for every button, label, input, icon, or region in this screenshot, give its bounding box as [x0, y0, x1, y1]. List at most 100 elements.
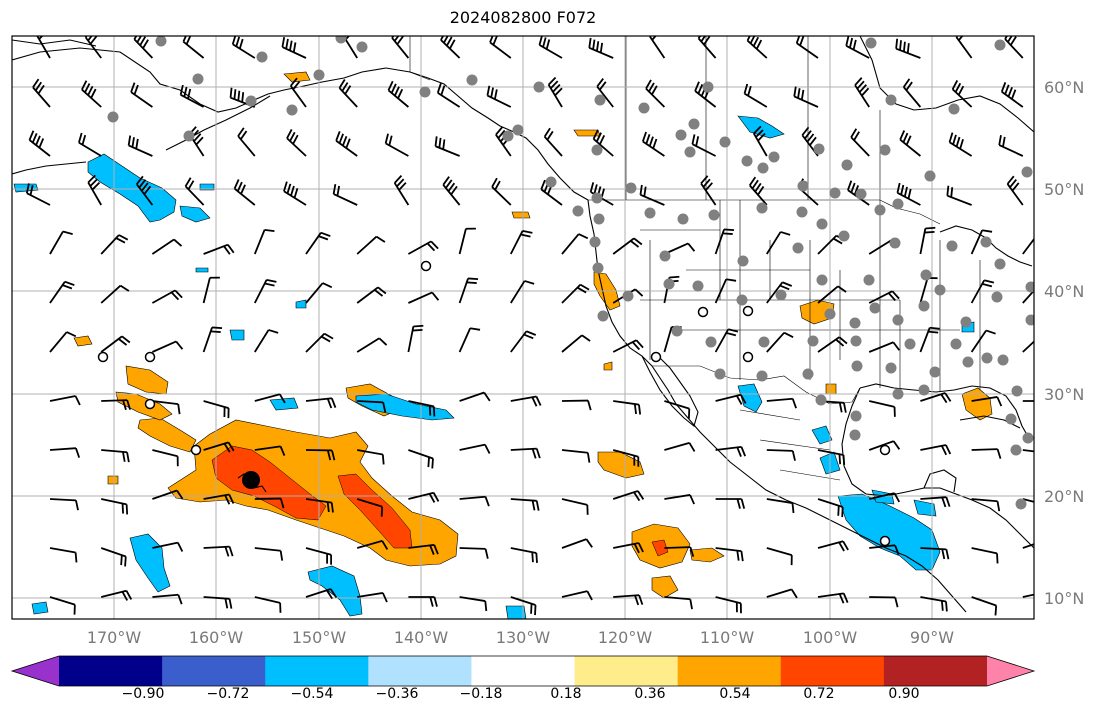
wind-barb-feather [1043, 541, 1049, 549]
station-marker [742, 156, 753, 167]
station-marker [850, 318, 861, 329]
station-marker [951, 339, 962, 350]
station-marker [590, 237, 601, 248]
lon-label: 100°W [803, 628, 858, 647]
wind-barb-feather [413, 330, 423, 331]
station-marker [1022, 167, 1033, 178]
station-marker [1026, 282, 1037, 293]
wind-barb-feather [995, 605, 996, 615]
colorbar-segment [884, 656, 988, 686]
station-marker [981, 237, 992, 248]
station-marker [645, 208, 656, 219]
wind-barb-feather [435, 136, 436, 146]
station-marker [798, 181, 809, 192]
storm-center-marker [242, 471, 260, 489]
small-blob-2 [826, 384, 836, 394]
station-marker [919, 301, 930, 312]
wind-barb-feather [928, 332, 938, 333]
station-marker [842, 160, 853, 171]
station-marker [709, 210, 720, 221]
station-marker [184, 131, 195, 142]
wind-barb-feather [839, 454, 840, 464]
station-marker [893, 315, 904, 326]
wind-barb-feather [485, 601, 486, 611]
station-marker [156, 36, 167, 47]
station-marker [886, 363, 897, 374]
station-marker [797, 207, 808, 218]
wind-barb-feather [212, 327, 222, 328]
calm-wind-marker [146, 400, 155, 409]
station-marker [193, 74, 204, 85]
pacific-nw-blob [512, 212, 530, 218]
wind-barb-feather [443, 139, 444, 149]
station-marker [257, 52, 268, 63]
station-marker [336, 33, 347, 44]
station-marker [992, 292, 1003, 303]
station-marker [921, 270, 932, 281]
station-marker [693, 281, 704, 292]
station-marker [513, 125, 524, 136]
wind-barb-feather [925, 228, 935, 229]
station-marker [905, 339, 916, 350]
wind-barb-feather [536, 553, 537, 563]
lon-label: 110°W [700, 628, 755, 647]
wind-barb-feather [343, 29, 350, 36]
station-marker [776, 290, 787, 301]
station-marker [866, 38, 877, 49]
lon-label: 130°W [496, 628, 551, 647]
station-marker [947, 241, 958, 252]
station-marker [808, 336, 819, 347]
wind-barb-feather [842, 507, 843, 517]
wind-barb-feather [413, 326, 423, 327]
wind-barb-feather [430, 406, 431, 416]
wind-barb-feather [121, 555, 122, 565]
station-marker [593, 263, 604, 274]
wind-barb-staff [767, 450, 793, 451]
wind-barb-feather [265, 230, 275, 231]
station-marker [594, 214, 605, 225]
colorbar [12, 656, 1034, 686]
station-marker [851, 336, 862, 347]
wind-barb-feather [724, 229, 734, 230]
station-marker [685, 147, 696, 158]
wind-barb-feather [723, 233, 733, 234]
wind-barb-feather [1047, 540, 1053, 548]
colorbar-segment [678, 656, 782, 686]
wind-barb-feather [908, 43, 909, 53]
station-marker [420, 87, 431, 98]
colorbar-labels: −0.90 −0.72 −0.54 −0.36 −0.18 0.18 0.36 … [122, 686, 920, 702]
calm-wind-marker [744, 353, 753, 362]
station-marker [626, 183, 637, 194]
wind-barb-feather [428, 457, 429, 467]
colorbar-tick-label: 0.36 [634, 686, 665, 702]
wind-barb-feather [242, 92, 243, 102]
colorbar-tick-label: 0.54 [719, 686, 750, 702]
wind-barb-feather [838, 506, 839, 516]
station-marker [925, 171, 936, 182]
wind-barb-feather [1039, 337, 1047, 342]
latitude-labels: 60°N 50°N 40°N 30°N 20°N 10°N [1044, 78, 1084, 608]
colorbar-segment [265, 656, 369, 686]
wind-barb-feather [234, 89, 235, 99]
station-marker [963, 357, 974, 368]
station-marker [893, 389, 904, 400]
wind-barb-feather [792, 503, 793, 513]
wind-barb-feather [639, 405, 640, 415]
station-marker [856, 189, 867, 200]
station-marker [357, 42, 368, 53]
station-marker [715, 369, 726, 380]
wind-barb-feather [844, 455, 845, 465]
wind-barb-feather [650, 29, 657, 37]
station-marker [598, 311, 609, 322]
wind-barb-staff [460, 548, 486, 549]
station-marker [949, 104, 960, 115]
wind-barb-feather [211, 331, 221, 332]
station-marker [546, 177, 557, 188]
colorbar-segment [368, 656, 472, 686]
station-marker [875, 205, 886, 216]
station-marker [930, 367, 941, 378]
wind-barb-feather [531, 604, 532, 614]
station-marker [880, 145, 891, 156]
wind-barb-feather [1036, 237, 1045, 241]
